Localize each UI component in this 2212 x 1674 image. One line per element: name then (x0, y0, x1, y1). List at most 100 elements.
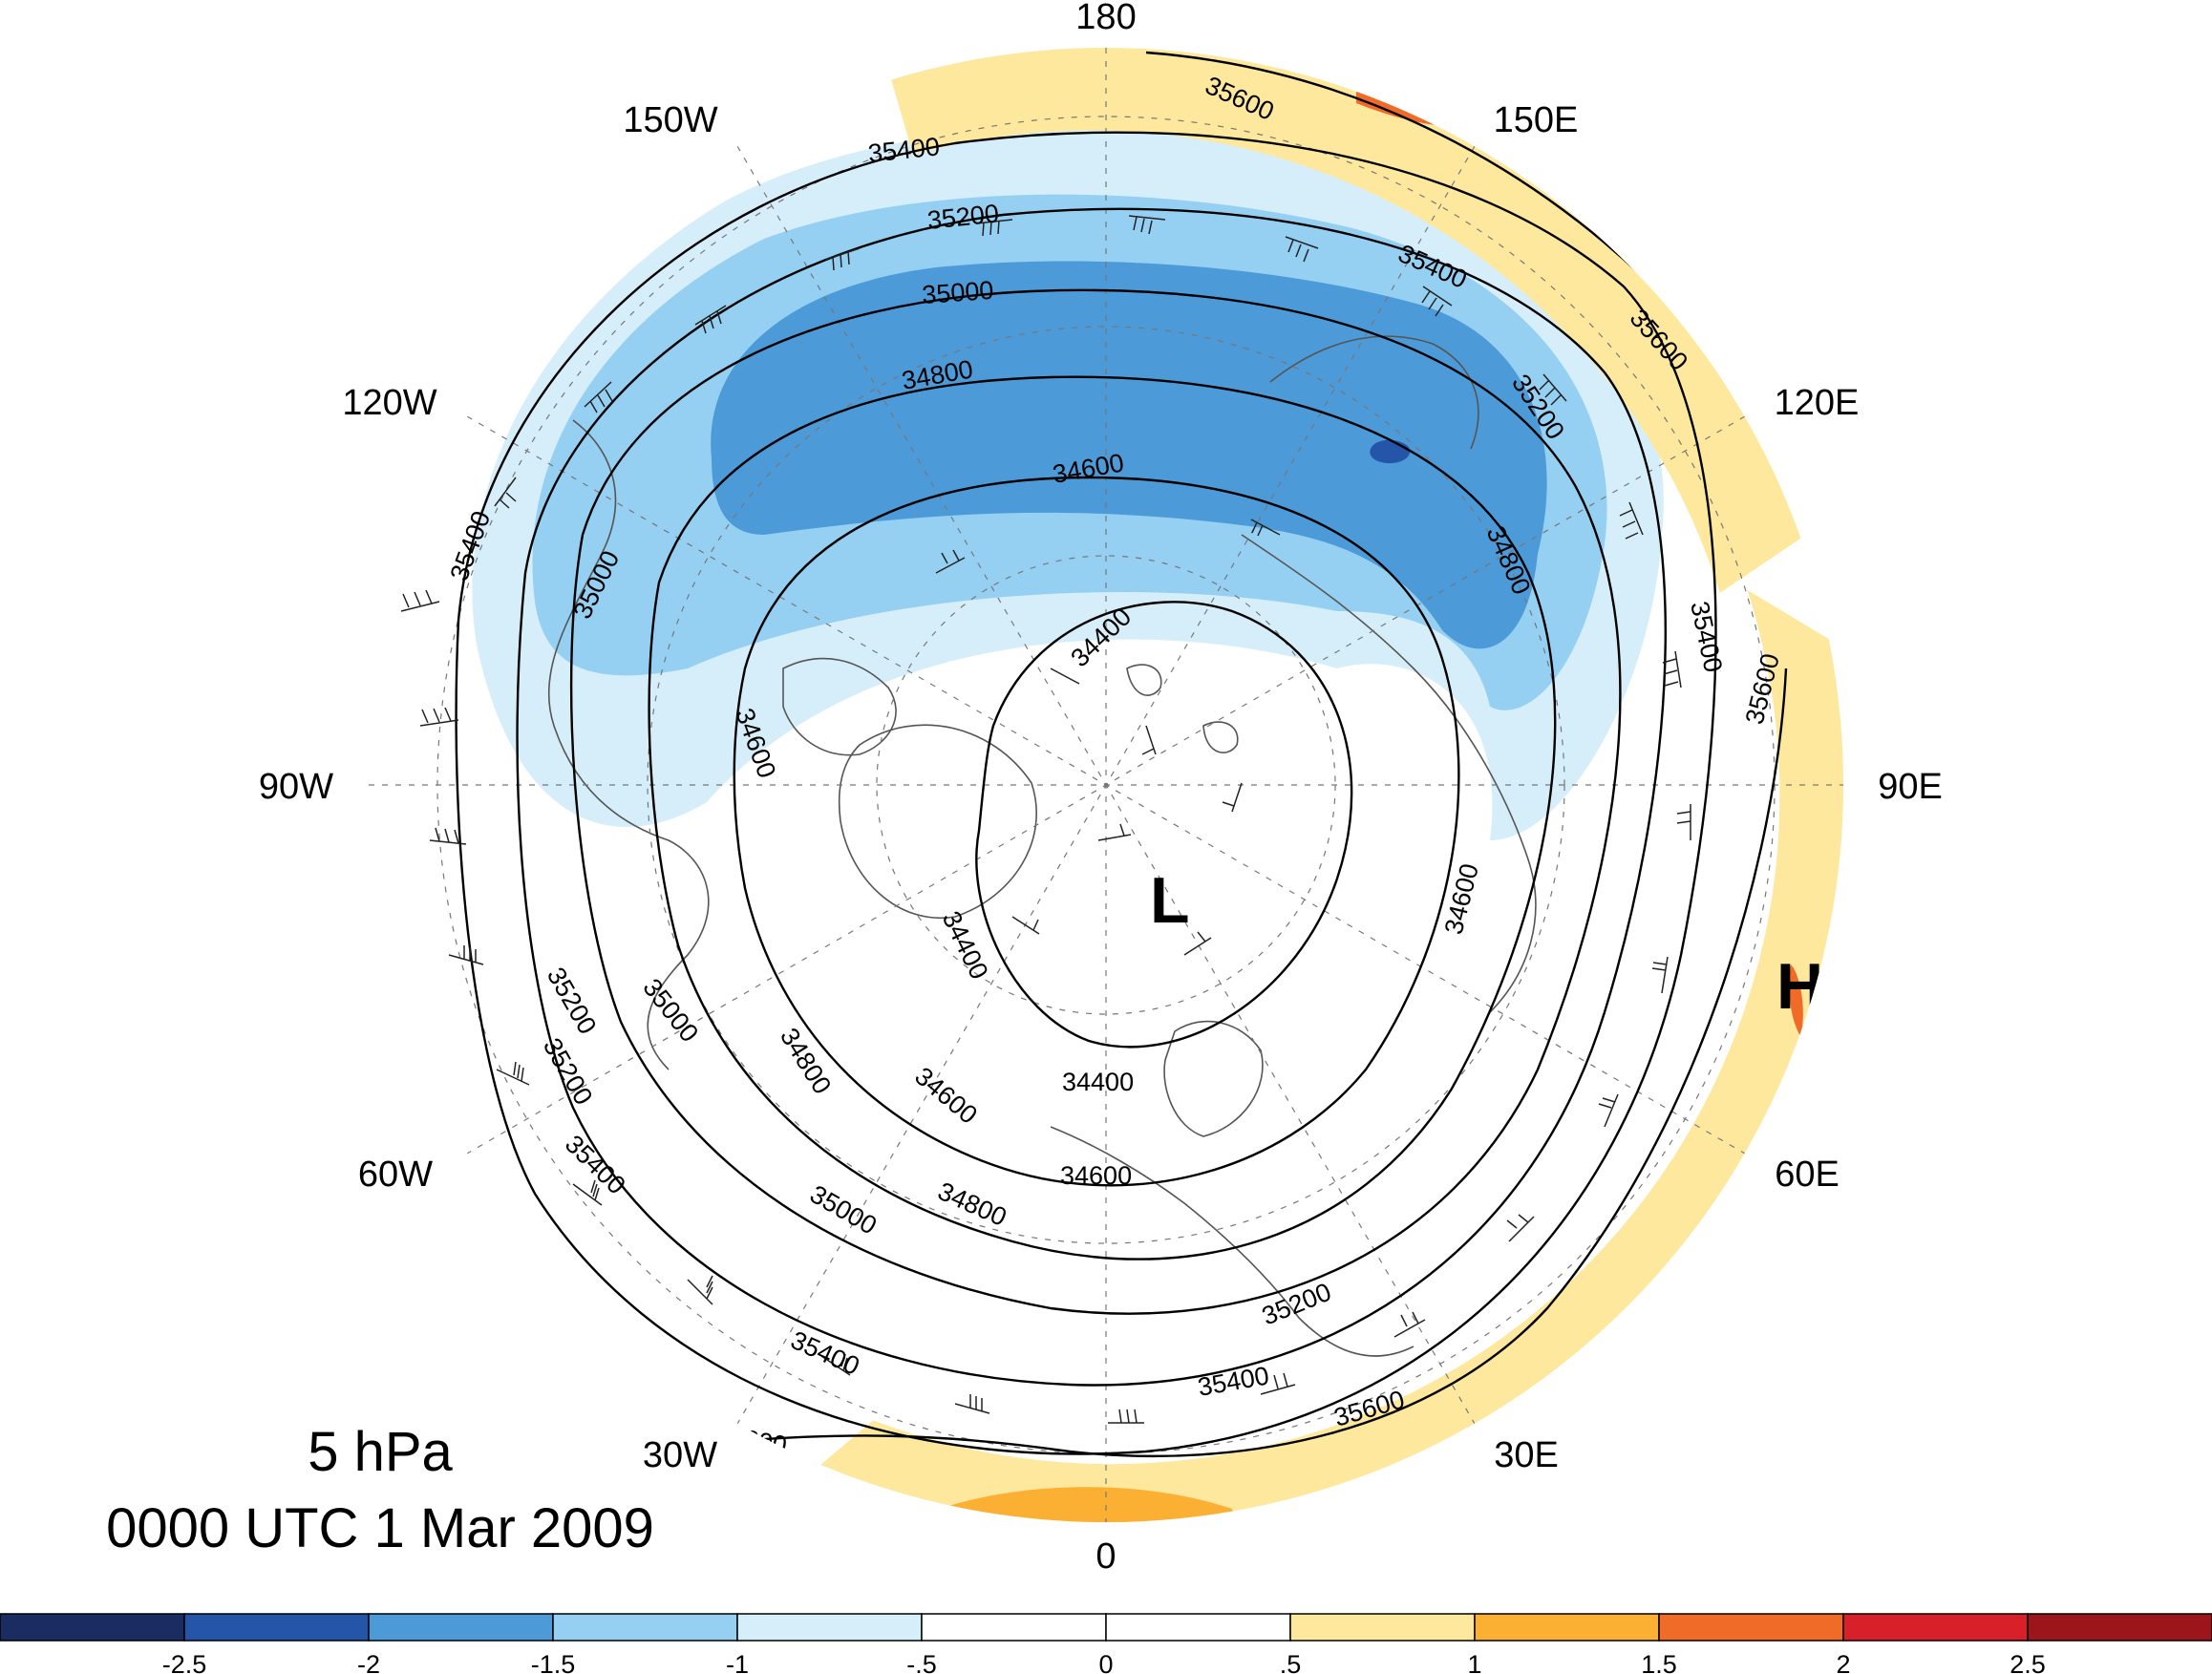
colorbar-bin-1 (183, 1613, 370, 1642)
coast-asia-east (1269, 335, 1479, 450)
coast-arctic-islands (1126, 664, 1239, 753)
contour-34600 (733, 476, 1460, 1187)
coastlines (547, 335, 1537, 1357)
colorbar-bin-10 (1842, 1613, 2029, 1642)
barb (687, 1275, 713, 1305)
coast-scandinavia (1163, 1020, 1264, 1137)
barb (419, 707, 459, 727)
graticule (369, 48, 1843, 1522)
barb (1651, 956, 1669, 994)
coast-north-america (547, 419, 710, 1070)
shade-mid-blue (711, 261, 1547, 649)
colorbar-bin-6 (1105, 1613, 1291, 1642)
barb (448, 945, 484, 965)
barb (1108, 1409, 1144, 1424)
height-contours (455, 51, 1788, 1458)
barb (1506, 1214, 1535, 1242)
colorbar-label: .5 (1280, 1650, 1302, 1674)
lon-label-60w: 60W (358, 1155, 433, 1195)
colorbar-label: 1.5 (1641, 1650, 1677, 1674)
colorbar-label: 1 (1467, 1650, 1481, 1674)
shade-orange-bottom (936, 1487, 1242, 1522)
barb (824, 247, 861, 271)
wind-barbs (400, 215, 1691, 1424)
barb (935, 549, 966, 574)
colorbar-bin-4 (736, 1613, 923, 1642)
barb (584, 381, 613, 413)
colorbar-bin-3 (552, 1613, 738, 1642)
colorbar-label: 2 (1836, 1650, 1850, 1674)
contour-35600-right (725, 667, 1788, 1458)
barb (820, 1353, 851, 1376)
barb (1662, 650, 1682, 689)
contour-34800 (648, 375, 1557, 1261)
colorbar-label: -1 (726, 1650, 749, 1674)
colorbar-bin-5 (921, 1613, 1107, 1642)
barb (494, 477, 517, 509)
barb (694, 305, 727, 334)
colorbar-label: -1.5 (531, 1650, 576, 1674)
map-title-level: 5 hPa (308, 1421, 453, 1483)
contour-34400 (975, 601, 1353, 1049)
contour-35000 (569, 288, 1622, 1315)
colorbar-bin-7 (1289, 1613, 1476, 1642)
colorbar-bin-8 (1474, 1613, 1660, 1642)
colorbar-label: 0 (1098, 1650, 1113, 1674)
longitude-labels: 180 150E 120E 90E 60E 30E 0 30W 60W 90W … (259, 0, 1943, 1577)
colorbar-bin-0 (0, 1613, 185, 1642)
barb (400, 589, 440, 612)
shade-deep-blue (1370, 439, 1411, 464)
contour-35200 (516, 207, 1668, 1387)
colorbar: -2.5 -2 -1.5 -1 -.5 0 .5 1 1.5 2 2.5 (0, 1613, 2212, 1674)
barb (496, 1061, 530, 1086)
barb (1676, 804, 1691, 840)
lon-label-90w: 90W (259, 767, 333, 807)
barb (429, 827, 467, 845)
colorbar-bin-9 (1658, 1613, 1844, 1642)
barb (1285, 236, 1319, 263)
colorbar-label: -2 (357, 1650, 380, 1674)
barb (1260, 1372, 1296, 1395)
barb (1250, 519, 1281, 537)
contour-label: 35000 (921, 276, 994, 309)
colorbar-bin-2 (368, 1613, 554, 1642)
barb (1421, 286, 1453, 317)
lon-label-60e: 60E (1775, 1155, 1840, 1195)
barb (975, 219, 1013, 237)
barb (1619, 501, 1644, 540)
contour-35400 (455, 131, 1717, 1455)
lon-label-150e: 150E (1494, 100, 1579, 140)
barb (572, 1179, 603, 1206)
barb (1539, 373, 1567, 406)
barb (954, 1394, 990, 1414)
lon-label-180: 180 (1075, 0, 1136, 37)
colorbar-label: -.5 (906, 1650, 937, 1674)
barb (1222, 782, 1243, 813)
lon-label-90e: 90E (1878, 767, 1943, 807)
barb (1097, 823, 1132, 841)
barb (1141, 725, 1157, 755)
lon-label-30w: 30W (643, 1435, 717, 1475)
barb (1183, 931, 1212, 956)
barb (1393, 1311, 1426, 1338)
barb (1011, 916, 1040, 935)
lon-label-30e: 30E (1494, 1435, 1559, 1475)
lon-label-0: 0 (1095, 1536, 1116, 1577)
shade-yellow-ring (818, 589, 1843, 1522)
coast-europe (1050, 1126, 1414, 1357)
shade-orange-right (1789, 964, 1803, 1036)
shade-yellow-top (890, 48, 1806, 593)
colorbar-label: 2.5 (2010, 1650, 2046, 1674)
contour-label: 34400 (1062, 1068, 1134, 1096)
contour-label: 34600 (1060, 1161, 1132, 1190)
contour-35600-top (1145, 51, 1682, 316)
high-pressure-marker: H (1776, 950, 1823, 1023)
lon-label-150w: 150W (623, 100, 717, 140)
map-title-time: 0000 UTC 1 Mar 2009 (106, 1497, 654, 1559)
colorbar-bin-11 (2027, 1613, 2212, 1642)
low-pressure-marker: L (1150, 864, 1190, 937)
barb (1598, 1093, 1619, 1128)
lon-label-120w: 120W (342, 383, 436, 423)
map-disc: 35600 35600 35600 35600 35600 35400 3540… (369, 48, 1843, 1522)
